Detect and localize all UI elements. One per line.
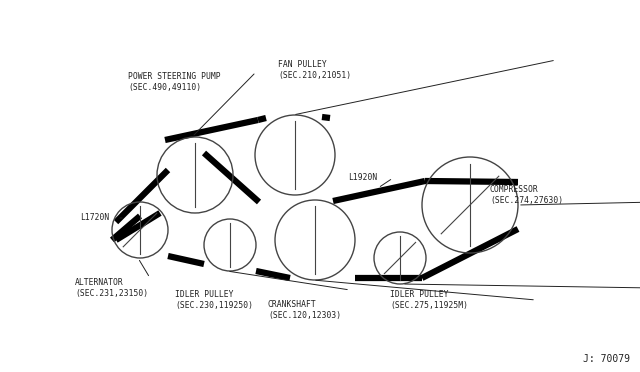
Text: IDLER PULLEY
(SEC.230,119250): IDLER PULLEY (SEC.230,119250) <box>175 290 253 310</box>
Text: ALTERNATOR
(SEC.231,23150): ALTERNATOR (SEC.231,23150) <box>75 278 148 298</box>
Text: COMPRESSOR
(SEC.274,27630): COMPRESSOR (SEC.274,27630) <box>490 185 563 205</box>
Text: J: 70079: J: 70079 <box>583 354 630 364</box>
Text: POWER STEERING PUMP
(SEC.490,49110): POWER STEERING PUMP (SEC.490,49110) <box>128 72 221 92</box>
Text: L1720N: L1720N <box>80 214 109 222</box>
Text: CRANKSHAFT
(SEC.120,12303): CRANKSHAFT (SEC.120,12303) <box>268 300 341 320</box>
Text: IDLER PULLEY
(SEC.275,11925M): IDLER PULLEY (SEC.275,11925M) <box>390 290 468 310</box>
Text: FAN PULLEY
(SEC.210,21051): FAN PULLEY (SEC.210,21051) <box>278 60 351 80</box>
Text: L1920N: L1920N <box>348 173 377 183</box>
